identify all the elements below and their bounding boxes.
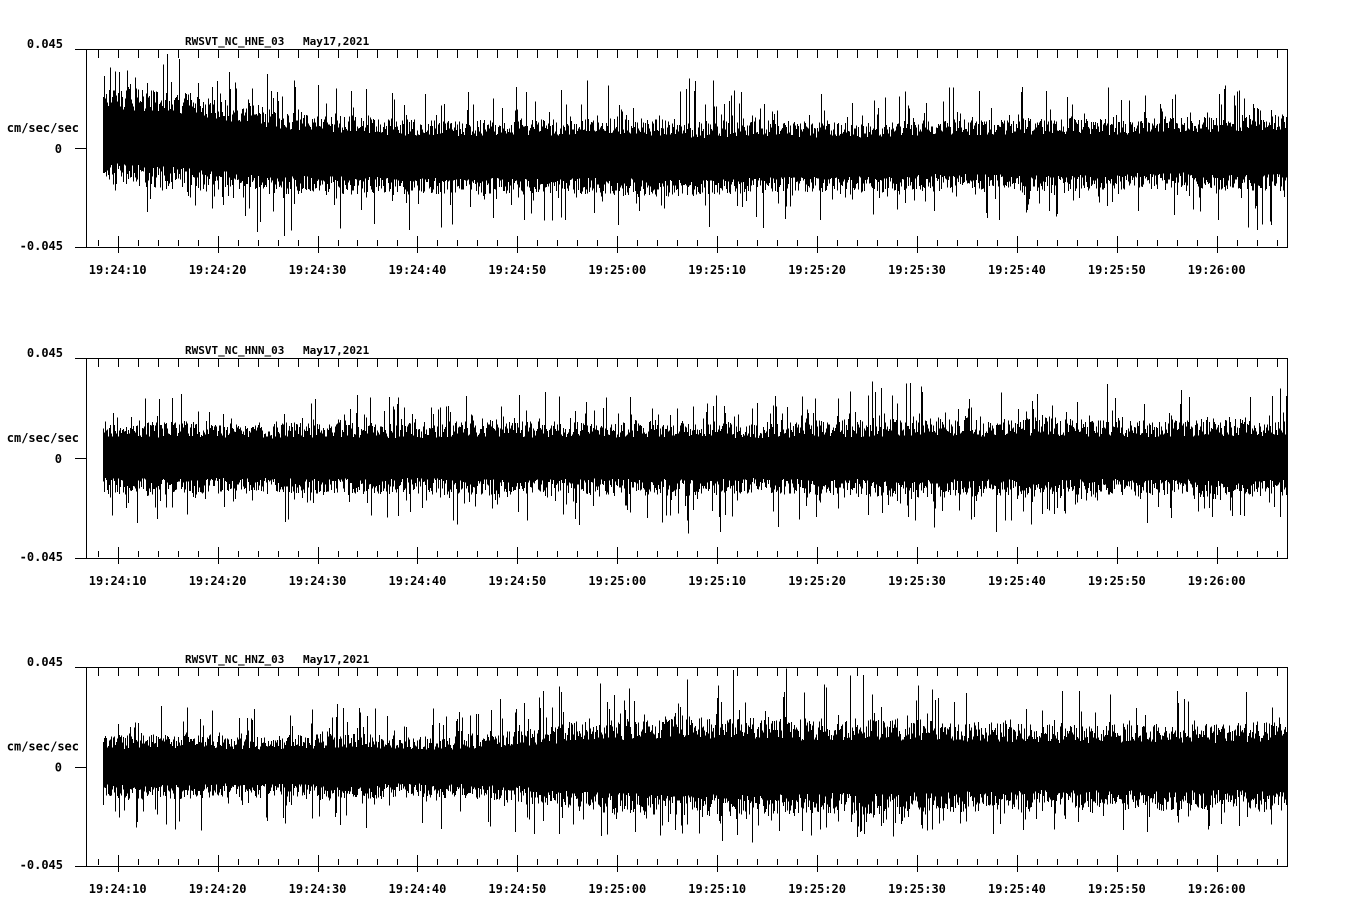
x-tick-label: 19:25:20 — [788, 882, 846, 896]
x-tick-label: 19:24:10 — [89, 882, 147, 896]
x-ticks-top — [98, 359, 1278, 367]
y-tick-label-zero: 0 — [55, 142, 62, 156]
y-tick-label-min: -0.045 — [20, 858, 63, 872]
x-tick-label: 19:24:10 — [89, 263, 147, 277]
x-tick-label: 19:25:40 — [988, 263, 1046, 277]
x-tick-label: 19:24:30 — [289, 882, 347, 896]
x-tick-label: 19:25:00 — [588, 574, 646, 588]
plot-frame — [86, 667, 1288, 867]
x-ticks-bottom — [98, 855, 1278, 872]
seismogram-panel-bottom: RWSVT_NC_HNZ_03 May17,2021 0.045 cm/sec/sec… — [7, 653, 1288, 896]
waveform-trace-bottom — [103, 668, 1287, 843]
x-tick-label: 19:24:30 — [289, 574, 347, 588]
y-axis-ticks — [75, 358, 86, 559]
plot-frame — [86, 49, 1288, 248]
panel-title-date: May17,2021 — [303, 35, 370, 48]
plot-frame — [86, 358, 1288, 559]
x-tick-label: 19:24:40 — [389, 882, 447, 896]
panel-title-date: May17,2021 — [303, 653, 370, 666]
waveform-trace-middle — [103, 381, 1287, 534]
y-axis-ticks — [75, 667, 86, 867]
x-tick-label: 19:24:20 — [189, 574, 247, 588]
panel-title-date: May17,2021 — [303, 344, 370, 357]
y-tick-label-max: 0.045 — [27, 655, 63, 669]
x-tick-label: 19:25:00 — [588, 263, 646, 277]
y-axis-unit-label: cm/sec/sec — [7, 121, 79, 135]
y-axis-ticks — [75, 49, 86, 248]
x-tick-label: 19:25:40 — [988, 574, 1046, 588]
seismogram-panel-top: RWSVT_NC_HNE_03 May17,2021 0.045 cm/sec/sec… — [7, 35, 1288, 277]
x-tick-label: 19:25:10 — [688, 263, 746, 277]
y-tick-label-min: -0.045 — [20, 550, 63, 564]
x-ticks-bottom — [98, 236, 1278, 253]
x-tick-label: 19:24:20 — [189, 882, 247, 896]
x-tick-label: 19:26:00 — [1188, 882, 1246, 896]
panel-title-station: RWSVT_NC_HNZ_03 — [185, 653, 284, 666]
x-tick-label: 19:25:40 — [988, 882, 1046, 896]
x-tick-label: 19:26:00 — [1188, 263, 1246, 277]
waveform-trace-top — [103, 53, 1287, 237]
x-ticks-bottom — [98, 547, 1278, 564]
x-ticks-top — [98, 668, 1278, 676]
x-tick-label: 19:25:10 — [688, 882, 746, 896]
x-ticks-top — [98, 50, 1278, 58]
panel-title-station: RWSVT_NC_HNN_03 — [185, 344, 284, 357]
x-tick-label: 19:25:30 — [888, 263, 946, 277]
y-tick-label-zero: 0 — [55, 761, 62, 775]
x-tick-label: 19:26:00 — [1188, 574, 1246, 588]
x-tick-label: 19:24:40 — [389, 574, 447, 588]
y-tick-label-max: 0.045 — [27, 346, 63, 360]
x-tick-label: 19:24:30 — [289, 263, 347, 277]
seismogram-panel-middle: RWSVT_NC_HNN_03 May17,2021 0.045 cm/sec/sec… — [7, 344, 1288, 588]
x-tick-label: 19:25:50 — [1088, 882, 1146, 896]
y-tick-label-zero: 0 — [55, 452, 62, 466]
y-axis-unit-label: cm/sec/sec — [7, 431, 79, 445]
x-tick-label: 19:25:50 — [1088, 263, 1146, 277]
x-tick-label: 19:24:50 — [488, 263, 546, 277]
x-tick-label: 19:25:30 — [888, 882, 946, 896]
x-tick-label: 19:25:20 — [788, 263, 846, 277]
x-tick-label: 19:25:10 — [688, 574, 746, 588]
y-tick-label-max: 0.045 — [27, 37, 63, 51]
x-tick-label: 19:25:20 — [788, 574, 846, 588]
y-tick-label-min: -0.045 — [20, 239, 63, 253]
x-tick-label: 19:24:40 — [389, 263, 447, 277]
x-tick-label: 19:24:50 — [488, 882, 546, 896]
x-tick-label: 19:24:10 — [89, 574, 147, 588]
panel-title-station: RWSVT_NC_HNE_03 — [185, 35, 284, 48]
y-axis-unit-label: cm/sec/sec — [7, 740, 79, 754]
x-tick-label: 19:25:00 — [588, 882, 646, 896]
x-tick-label: 19:25:30 — [888, 574, 946, 588]
x-tick-label: 19:24:50 — [488, 574, 546, 588]
x-tick-label: 19:25:50 — [1088, 574, 1146, 588]
x-tick-label: 19:24:20 — [189, 263, 247, 277]
